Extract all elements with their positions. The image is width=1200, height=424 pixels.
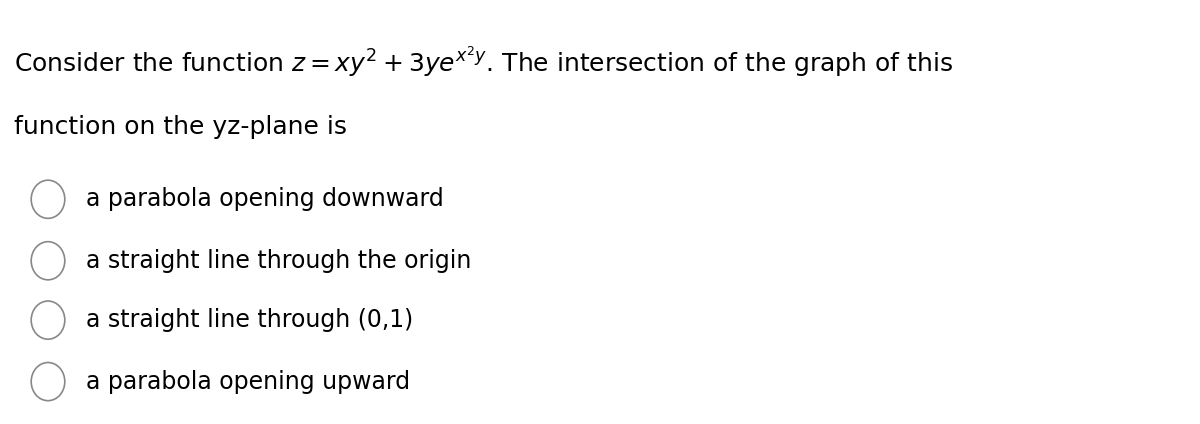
- Text: a parabola opening downward: a parabola opening downward: [86, 187, 444, 211]
- Text: function on the yz-plane is: function on the yz-plane is: [14, 115, 348, 139]
- Text: a straight line through (0,1): a straight line through (0,1): [86, 308, 414, 332]
- Text: a parabola opening upward: a parabola opening upward: [86, 370, 410, 393]
- Text: a straight line through the origin: a straight line through the origin: [86, 249, 472, 273]
- Text: Consider the function $z = xy^2 + 3ye^{x^2y}$. The intersection of the graph of : Consider the function $z = xy^2 + 3ye^{x…: [14, 44, 954, 79]
